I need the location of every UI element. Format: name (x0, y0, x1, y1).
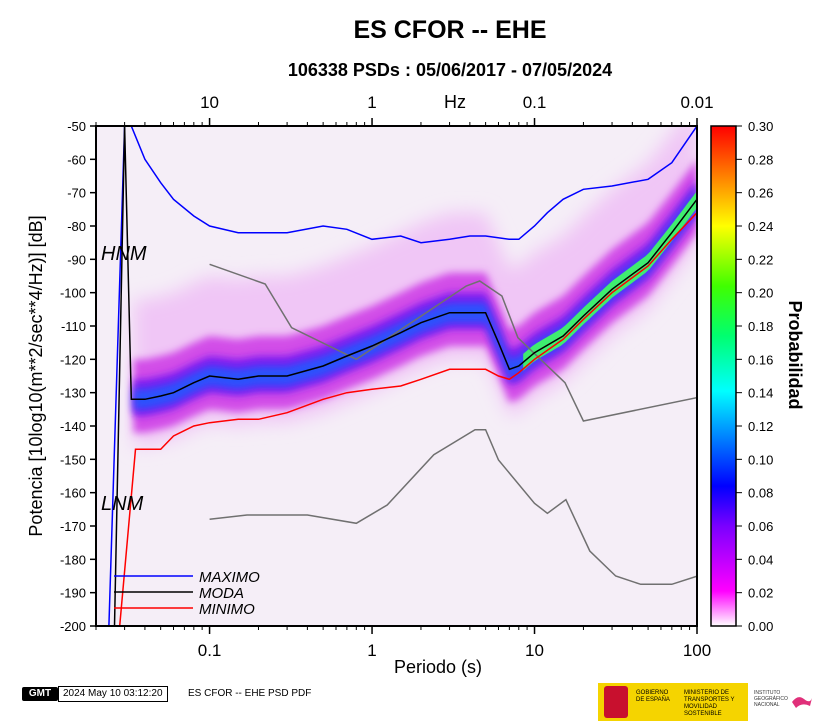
y-tick-label: -170 (60, 519, 86, 534)
colorbar-tick-label: 0.24 (748, 219, 773, 234)
plot-label: ES CFOR -- EHE PSD PDF (188, 688, 312, 699)
colorbar-tick-label: 0.00 (748, 619, 773, 634)
series-moda-line (113, 126, 697, 626)
plot-frame (95, 125, 698, 627)
hnm-label: HNM (101, 243, 147, 265)
y-tick-label: -60 (67, 152, 86, 167)
legend-label-moda: MODA (199, 585, 244, 602)
colorbar-tick-label: 0.22 (748, 252, 773, 267)
logo-ministry-text: MINISTERIO DE TRANSPORTES Y MOVILIDAD SO… (684, 690, 735, 717)
colorbar-tick-label: 0.08 (748, 486, 773, 501)
ign-logo-icon (792, 697, 812, 708)
top-tick-label: 1 (367, 93, 376, 112)
colorbar-tick-label: 0.10 (748, 452, 773, 467)
probability-density (133, 126, 697, 446)
y-tick-label: -70 (67, 186, 86, 201)
top-tick-label: 0.01 (680, 93, 713, 112)
y-axis-label: Potencia [10log10(m**2/sec**4/Hz)] [dB] (26, 215, 46, 536)
colorbar-tick-label: 0.18 (748, 319, 773, 334)
top-tick-label: 0.1 (523, 93, 547, 112)
colorbar-tick-label: 0.26 (748, 186, 773, 201)
y-tick-label: -110 (61, 319, 86, 334)
colorbar-tick-label: 0.04 (748, 552, 773, 567)
x-tick-label: 1 (367, 641, 376, 660)
y-tick-label: -130 (60, 386, 86, 401)
coat-of-arms-icon (604, 686, 628, 718)
y-tick-label: -200 (60, 619, 86, 634)
y-tick-label: -190 (60, 586, 86, 601)
legend: MAXIMO MODA MINIMO (114, 569, 260, 618)
series-lnm-line (209, 428, 697, 586)
x-tick-label: 10 (525, 641, 544, 660)
gmt-logo: GMT (22, 687, 58, 701)
y-tick-label: -80 (67, 219, 86, 234)
colorbar-tick-label: 0.02 (748, 586, 773, 601)
y-tick-label: -120 (60, 352, 86, 367)
colorbar-tick-label: 0.16 (748, 352, 773, 367)
axes: 0.1 1 10 100 10 1 0.1 0.01 -50 -60 -70 -80 -90 -100 -1… (60, 93, 714, 660)
colorbar (710, 125, 737, 627)
y-tick-label: -140 (60, 419, 86, 434)
density-purple (133, 179, 697, 416)
top-tick-label: 10 (200, 93, 219, 112)
timestamp: 2024 May 10 03:12:20 (58, 686, 168, 702)
chart-subtitle: 106338 PSDs : 05/06/2017 - 07/05/2024 (287, 60, 613, 80)
x-axis-label: Periodo (s) (394, 657, 482, 677)
x-tick-label: 0.1 (198, 641, 222, 660)
series-minimo-line (108, 212, 697, 626)
y-tick-label: -90 (67, 252, 86, 267)
logo-gov-text: GOBIERNO DE ESPAÑA (636, 690, 670, 703)
y-tick-label: -150 (60, 452, 86, 467)
colorbar-tick-label: 0.28 (748, 152, 773, 167)
colorbar-tick-label: 0.06 (748, 519, 773, 534)
psd-pdf-chart: 0.1 1 10 100 10 1 0.1 0.01 -50 -60 -70 -80 -90 -100 -1… (26, 92, 805, 677)
series-hnm-line (209, 263, 697, 422)
colorbar-tick-label: 0.12 (748, 419, 773, 434)
colorbar-tick-label: 0.14 (748, 386, 773, 401)
colorbar-axis: 0.00 0.02 0.04 0.06 0.08 0.10 0.12 0.14 0.16 0.18… (736, 119, 773, 634)
series-maximo-line (108, 126, 697, 626)
x-tick-label: 100 (683, 641, 711, 660)
top-axis-label: Hz (444, 92, 466, 112)
logo-ign-text: INSTITUTO GEOGRÁFICO NACIONAL (754, 690, 788, 708)
y-tick-label: -160 (60, 486, 86, 501)
y-tick-label: -180 (60, 552, 86, 567)
legend-label-maximo: MAXIMO (199, 569, 260, 586)
chart-title: ES CFOR -- EHE (353, 16, 547, 44)
y-tick-label: -50 (67, 119, 86, 134)
colorbar-tick-label: 0.30 (748, 119, 773, 134)
density-core (133, 189, 697, 410)
colorbar-label: Probabilidad (785, 300, 805, 409)
legend-label-minimo: MINIMO (199, 601, 255, 618)
y-tick-label: -100 (60, 286, 86, 301)
lnm-label: LNM (101, 493, 144, 515)
colorbar-tick-label: 0.20 (748, 286, 773, 301)
density-peak (523, 191, 697, 371)
curves (108, 126, 697, 626)
